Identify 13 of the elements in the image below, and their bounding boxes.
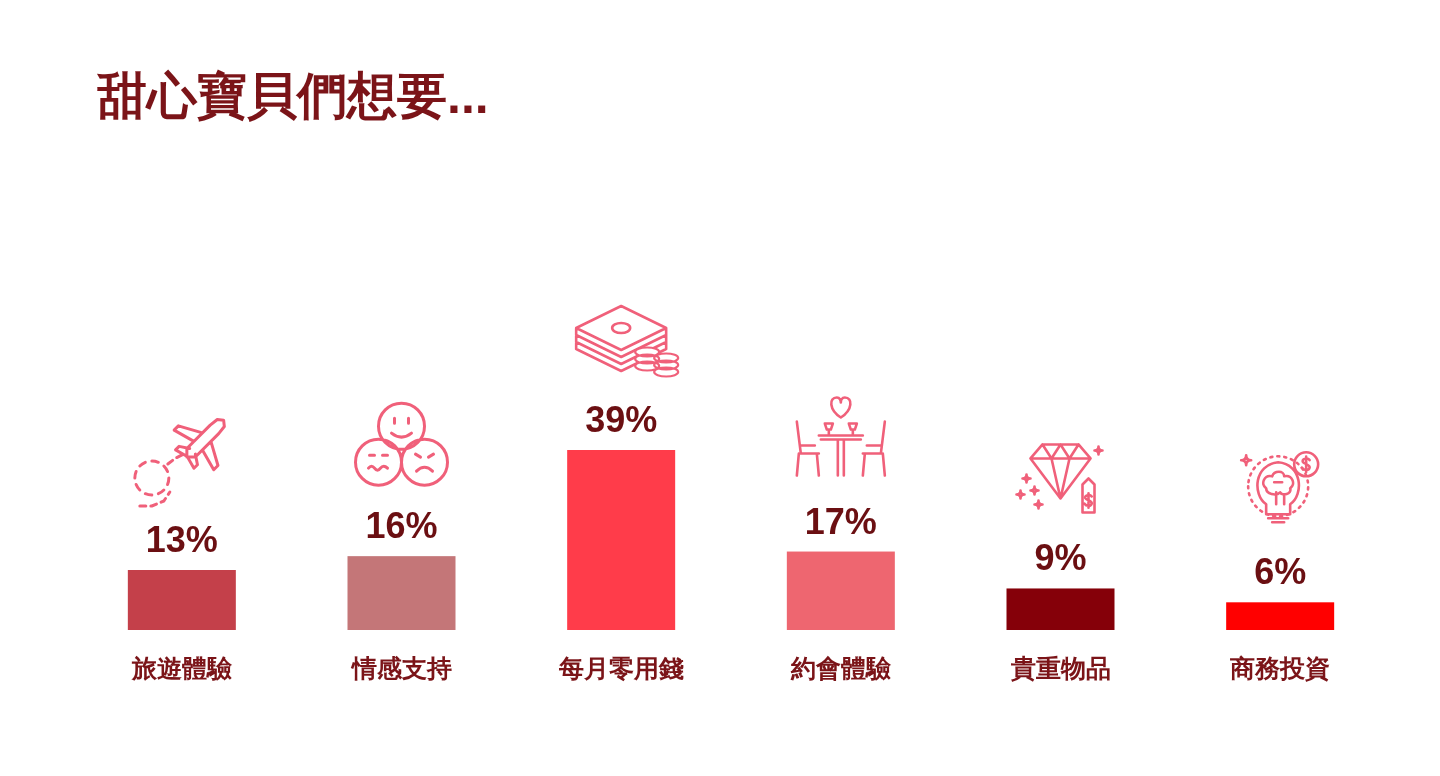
x-tick-label: 商務投資	[1229, 654, 1331, 682]
data-label: 39%	[585, 399, 658, 440]
x-tick-label: 情感支持	[349, 654, 452, 682]
x-tick-label: 貴重物品	[1009, 654, 1111, 682]
x-tick-label: 約會體驗	[789, 654, 892, 682]
data-label: 6%	[1254, 551, 1307, 593]
x-tick-label: 每月零用錢	[557, 654, 684, 682]
x-tick-label: 旅遊體驗	[130, 654, 233, 682]
data-label: 17%	[804, 500, 877, 542]
chart-title: 甜心寶貝們想要...	[96, 68, 489, 124]
data-label: 13%	[145, 519, 218, 560]
data-label: 16%	[365, 505, 438, 547]
data-label: 9%	[1034, 537, 1087, 579]
